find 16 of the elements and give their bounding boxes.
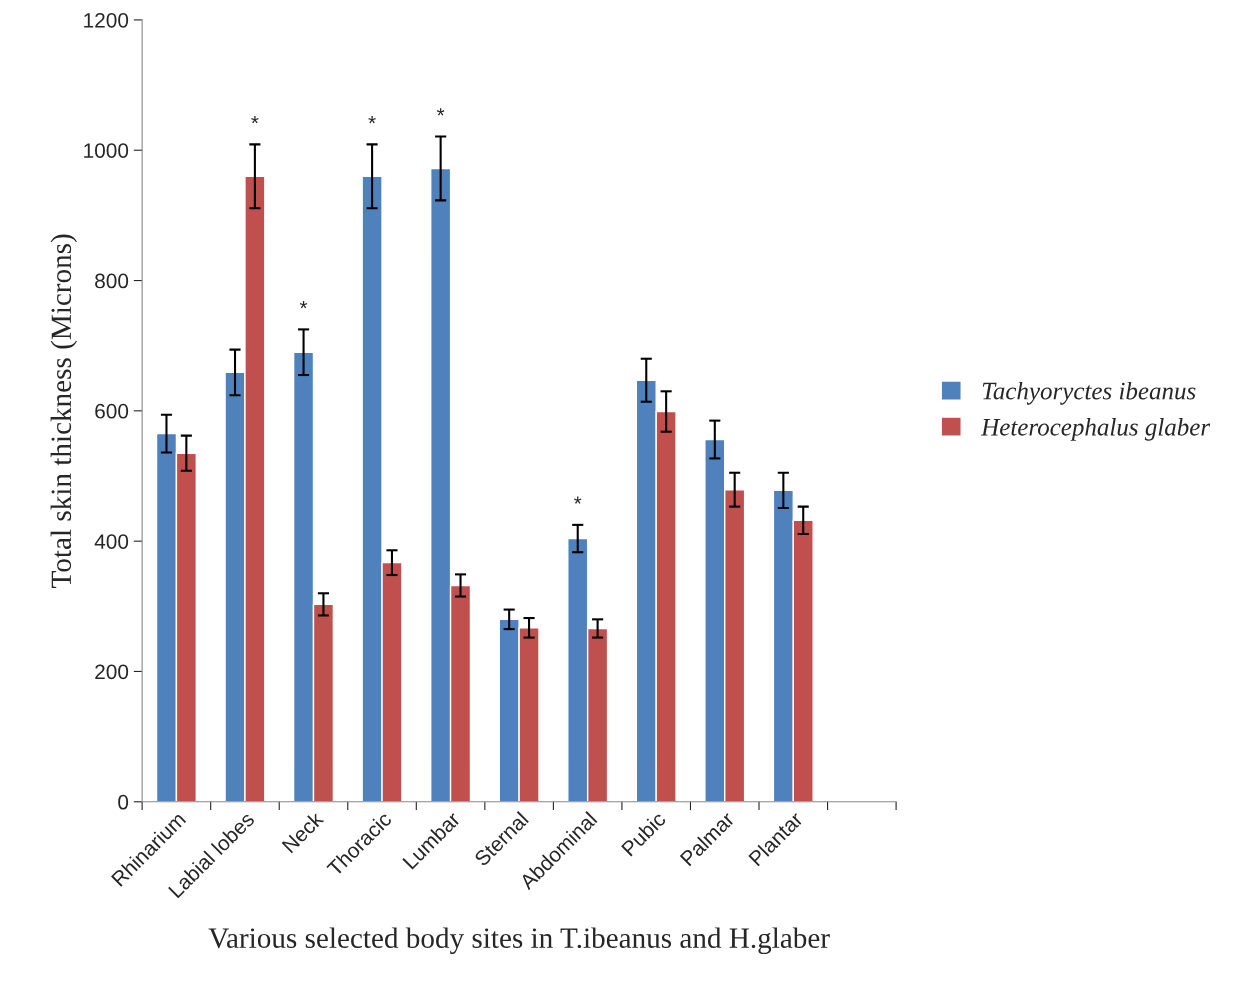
x-axis-title: Various selected body sites in T.ibeanus and H.glaber <box>208 927 830 954</box>
annotation: * <box>574 496 582 504</box>
y-tick-label: 0 <box>118 794 129 810</box>
annotation: * <box>299 301 308 309</box>
y-tick-label: 400 <box>94 534 129 549</box>
y-tick-label: 1000 <box>84 143 129 158</box>
legend-label: Tachyoryctes ibeanus <box>982 381 1196 405</box>
legend-label: Heterocephalus glaber <box>980 418 1211 441</box>
annotation: * <box>368 115 376 124</box>
annotation: * <box>251 115 259 124</box>
y-axis-title: Total skin thickness (Microns) <box>50 234 78 588</box>
y-tick-label: 200 <box>95 664 129 680</box>
y-tick-label: 800 <box>95 273 129 289</box>
y-tick-label: 600 <box>95 403 129 419</box>
annotation: * <box>436 108 445 116</box>
y-tick-label: 1200 <box>84 12 129 28</box>
